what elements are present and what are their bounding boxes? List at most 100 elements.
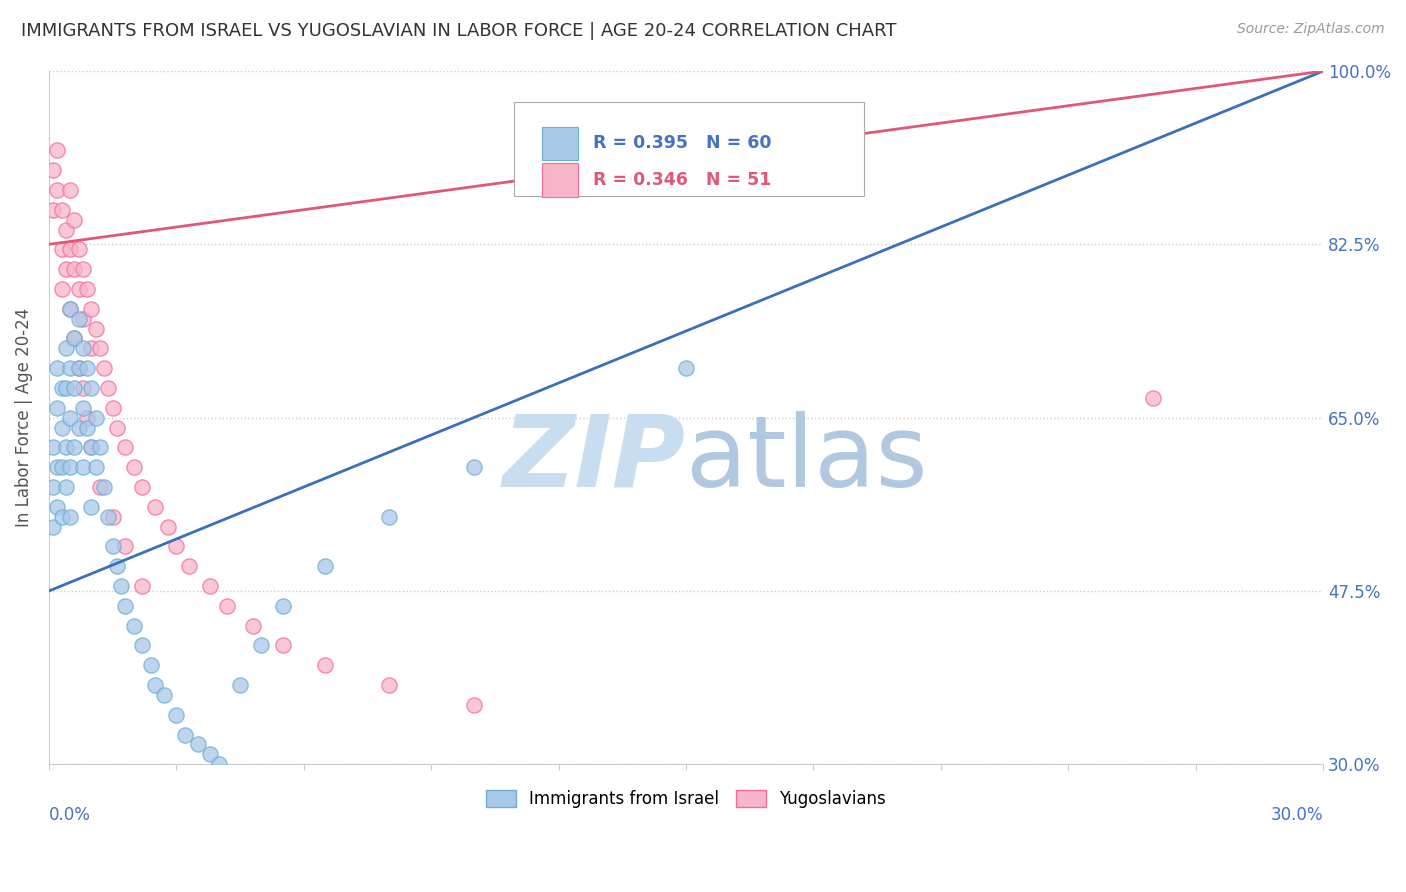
Bar xyxy=(543,127,578,160)
Point xyxy=(114,540,136,554)
Point xyxy=(173,727,195,741)
Point xyxy=(55,222,77,236)
Point xyxy=(143,678,166,692)
Point xyxy=(80,301,103,316)
Text: R = 0.395   N = 60: R = 0.395 N = 60 xyxy=(593,134,772,153)
Point xyxy=(101,509,124,524)
Y-axis label: In Labor Force | Age 20-24: In Labor Force | Age 20-24 xyxy=(15,308,32,527)
Point xyxy=(377,509,399,524)
Point xyxy=(63,381,86,395)
Point xyxy=(156,519,179,533)
Point xyxy=(89,342,111,356)
Point xyxy=(152,688,174,702)
Point xyxy=(42,163,65,178)
Point xyxy=(89,441,111,455)
Point xyxy=(200,747,222,762)
Point xyxy=(131,579,153,593)
Text: IMMIGRANTS FROM ISRAEL VS YUGOSLAVIAN IN LABOR FORCE | AGE 20-24 CORRELATION CHA: IMMIGRANTS FROM ISRAEL VS YUGOSLAVIAN IN… xyxy=(21,22,897,40)
Point xyxy=(250,639,273,653)
Point xyxy=(63,331,86,345)
Point xyxy=(46,143,69,157)
Point xyxy=(42,441,65,455)
Point xyxy=(72,460,94,475)
Point xyxy=(89,480,111,494)
Point xyxy=(165,540,187,554)
Point xyxy=(463,460,485,475)
Point xyxy=(63,331,86,345)
Point xyxy=(59,301,82,316)
Point xyxy=(59,361,82,376)
Point xyxy=(67,242,90,256)
Point xyxy=(314,658,336,673)
Point xyxy=(200,579,222,593)
Point xyxy=(97,509,120,524)
Point xyxy=(67,361,90,376)
Point xyxy=(51,460,73,475)
Point xyxy=(80,342,103,356)
Point xyxy=(76,420,98,434)
Point xyxy=(242,618,264,632)
Point xyxy=(59,460,82,475)
Point xyxy=(271,639,294,653)
Point xyxy=(55,342,77,356)
Point xyxy=(187,738,209,752)
Point xyxy=(165,707,187,722)
Point xyxy=(67,420,90,434)
Point xyxy=(51,282,73,296)
Bar xyxy=(543,163,578,196)
Point xyxy=(675,361,697,376)
Point xyxy=(208,757,231,772)
Point xyxy=(51,509,73,524)
Point xyxy=(122,618,145,632)
Point xyxy=(72,381,94,395)
Point xyxy=(105,559,128,574)
Point xyxy=(46,401,69,415)
Point xyxy=(46,183,69,197)
Point xyxy=(42,202,65,217)
Point xyxy=(463,698,485,712)
Point xyxy=(51,202,73,217)
Point xyxy=(46,500,69,514)
Point xyxy=(72,262,94,277)
Point xyxy=(51,420,73,434)
Point xyxy=(63,262,86,277)
Point xyxy=(67,311,90,326)
Point xyxy=(59,183,82,197)
FancyBboxPatch shape xyxy=(515,103,865,196)
Point xyxy=(217,599,239,613)
Point xyxy=(143,500,166,514)
Point xyxy=(122,460,145,475)
Point xyxy=(1142,391,1164,405)
Point xyxy=(105,420,128,434)
Point xyxy=(114,441,136,455)
Point xyxy=(139,658,162,673)
Point xyxy=(93,361,115,376)
Point xyxy=(80,500,103,514)
Point xyxy=(110,579,132,593)
Point xyxy=(76,410,98,425)
Point xyxy=(84,321,107,335)
Point xyxy=(271,599,294,613)
Text: R = 0.346   N = 51: R = 0.346 N = 51 xyxy=(593,171,772,189)
Point xyxy=(72,311,94,326)
Point xyxy=(114,599,136,613)
Point xyxy=(55,262,77,277)
Point xyxy=(51,381,73,395)
Legend: Immigrants from Israel, Yugoslavians: Immigrants from Israel, Yugoslavians xyxy=(479,783,893,815)
Point xyxy=(76,282,98,296)
Point xyxy=(67,282,90,296)
Point xyxy=(46,460,69,475)
Point xyxy=(63,441,86,455)
Point xyxy=(97,381,120,395)
Text: 30.0%: 30.0% xyxy=(1271,805,1323,824)
Point xyxy=(72,342,94,356)
Point xyxy=(55,441,77,455)
Point xyxy=(80,381,103,395)
Text: atlas: atlas xyxy=(686,410,928,508)
Point xyxy=(101,540,124,554)
Point xyxy=(59,242,82,256)
Point xyxy=(72,401,94,415)
Point xyxy=(131,639,153,653)
Point xyxy=(67,361,90,376)
Point xyxy=(80,441,103,455)
